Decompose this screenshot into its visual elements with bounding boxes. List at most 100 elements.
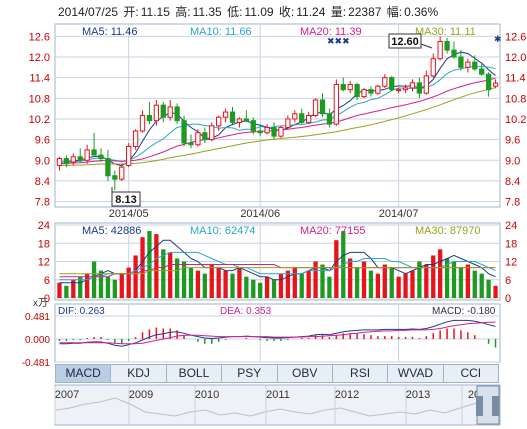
- star-marker-icon[interactable]: ✱: [494, 34, 502, 44]
- candlestick: [368, 86, 374, 97]
- candlestick: [77, 148, 83, 162]
- volume-y-tick-label-right: 12: [505, 257, 517, 269]
- candle-body: [153, 104, 160, 122]
- quote-close-label: 收:: [278, 5, 295, 19]
- price-legend-ma30: MA30: 11.11: [415, 26, 476, 38]
- quote-low-label: 低:: [227, 5, 243, 19]
- price-y-tick-label: 7.8: [35, 197, 50, 209]
- price-ma-line-ma30: [59, 87, 496, 166]
- tab-rsi[interactable]: RSI: [333, 365, 389, 382]
- candle-body: [126, 145, 132, 166]
- volume-y-tick-label: 12: [38, 257, 50, 269]
- candlestick: [153, 100, 160, 126]
- tab-kdj[interactable]: KDJ: [111, 365, 167, 382]
- candlestick: [389, 75, 395, 92]
- price-x-tick-label: 2014/05: [109, 208, 149, 220]
- candle-body: [105, 158, 111, 177]
- volume-bar: [354, 267, 360, 298]
- candle-body: [368, 89, 374, 94]
- macd-legend-dea: DEA: 0.353: [220, 306, 272, 317]
- price-y-axis-left: 7.8 8.4 9.0 9.6 10.2 10.8 11.4 12.0 12.6: [29, 31, 50, 208]
- candlestick: [451, 41, 457, 59]
- candle-body: [375, 85, 381, 94]
- volume-bar: [64, 285, 69, 298]
- candle-body: [389, 77, 395, 91]
- quote-low: 11.09: [244, 5, 274, 19]
- price-y-tick-label: 10.8: [29, 93, 50, 105]
- candlestick: [423, 70, 429, 95]
- candle-body: [299, 113, 305, 123]
- event-marker-icon[interactable]: ✖✖✖: [327, 36, 350, 46]
- candlestick: [98, 148, 104, 162]
- volume-bar: [451, 261, 457, 298]
- volume-bar: [444, 258, 450, 298]
- quote-high-label: 高:: [175, 5, 191, 19]
- candlestick: [181, 115, 187, 147]
- price-y-tick-label: 10.2: [29, 114, 50, 126]
- volume-bar: [174, 258, 180, 298]
- candle-body: [222, 111, 229, 118]
- candle-body: [139, 115, 146, 132]
- tab-wvad[interactable]: WVAD: [388, 365, 444, 382]
- candle-body: [167, 106, 173, 118]
- candle-body: [236, 118, 243, 123]
- price-candles: [56, 36, 499, 191]
- candle-body: [472, 61, 478, 70]
- quote-change-label: 幅:: [386, 5, 403, 19]
- timeline-right-grip[interactable]: [492, 396, 499, 416]
- tab-psy[interactable]: PSY: [222, 365, 278, 382]
- timeline-left-grip[interactable]: [476, 396, 483, 416]
- candlestick: [229, 106, 236, 125]
- tab-macd[interactable]: MACD: [56, 365, 112, 382]
- price-ma-line-ma20: [59, 77, 496, 165]
- tab-obv[interactable]: OBV: [278, 365, 333, 382]
- tab-cci[interactable]: CCI: [460, 366, 482, 380]
- volume-y-tick-label: 6: [44, 275, 50, 287]
- volume-bar: [299, 273, 304, 298]
- candlestick: [395, 87, 402, 94]
- candle-body: [209, 125, 215, 141]
- volume-bar: [348, 258, 353, 298]
- volume-bar: [105, 276, 111, 298]
- volume-y-tick-label-right: 18: [505, 238, 517, 250]
- macd-legend-macd: MACD: -0.180: [432, 306, 496, 317]
- volume-bar: [396, 276, 401, 298]
- candle-body: [181, 120, 187, 144]
- timeline-year-label: 2009: [129, 389, 153, 401]
- candlestick: [257, 125, 263, 137]
- tab-boll[interactable]: BOLL: [167, 365, 223, 382]
- volume-legend-ma20: MA20: 77155: [300, 225, 365, 237]
- price-x-tick-label: 2014/07: [379, 208, 419, 220]
- volume-bars: [57, 231, 498, 298]
- volume-y-tick-label-right: 0: [505, 293, 511, 305]
- volume-bar: [472, 270, 477, 298]
- timeline-year-label: 2011: [266, 389, 290, 401]
- candle-body: [333, 84, 339, 125]
- candle-body: [409, 82, 416, 89]
- candlestick: [91, 132, 97, 156]
- timeline-year-label: 2007: [55, 389, 79, 401]
- price-y-tick-label: 9.6: [35, 135, 50, 147]
- price-y-tick-label-right: 10.8: [505, 93, 526, 105]
- candle-body: [451, 49, 457, 58]
- volume-bar: [292, 267, 297, 298]
- volume-bar: [424, 264, 429, 298]
- timeline-price-curve: [55, 397, 500, 417]
- volume-bar: [126, 267, 131, 298]
- candlestick: [333, 79, 339, 126]
- price-ma-line-ma10: [59, 66, 496, 163]
- volume-y-tick-label-right: 6: [505, 275, 511, 287]
- quote-close: 11.24: [296, 5, 326, 19]
- price-y-tick-label-right: 12.6: [505, 31, 526, 43]
- candlestick: [236, 117, 243, 128]
- volume-bar: [320, 264, 325, 298]
- svg-text:12.60: 12.60: [391, 36, 419, 48]
- candle-body: [347, 84, 353, 91]
- quote-header: 2014/07/25 开: 11.15 高: 11.35 低: 11.09 收: 11.…: [58, 3, 440, 20]
- candle-body: [326, 113, 333, 125]
- volume-bar: [361, 261, 367, 298]
- volume-bar: [285, 270, 291, 298]
- macd-lines: [59, 319, 496, 347]
- candlestick: [70, 153, 76, 166]
- volume-bar: [410, 270, 415, 298]
